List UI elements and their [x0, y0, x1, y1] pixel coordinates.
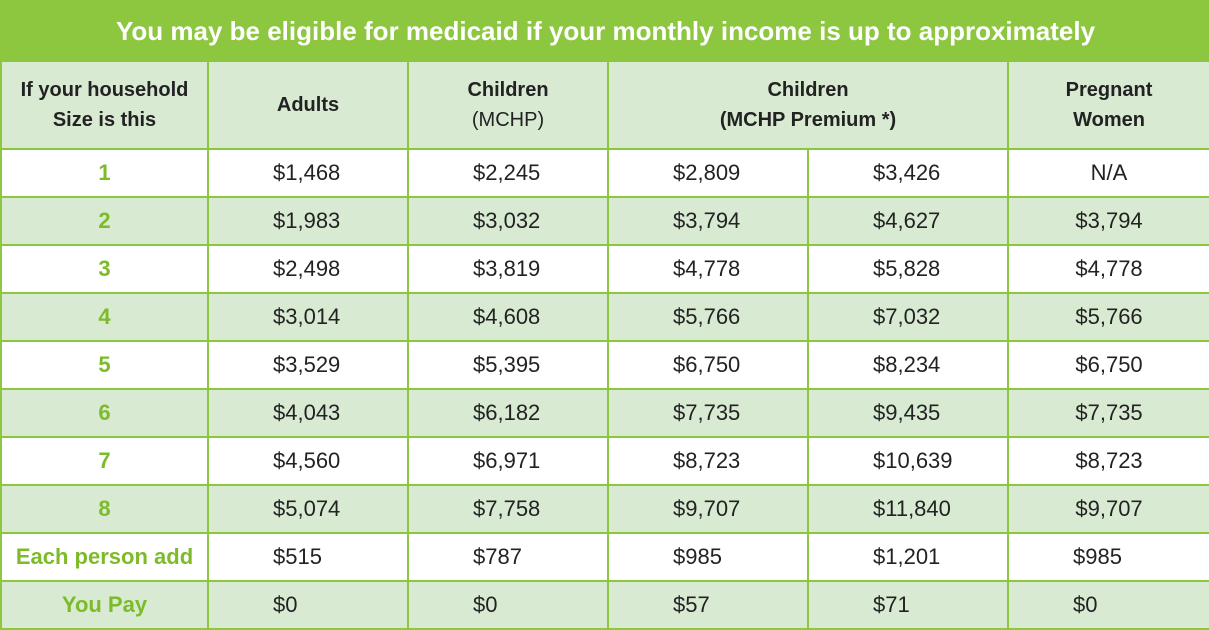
- children-premium-b-value: $4,627: [807, 196, 1009, 246]
- household-size: 2: [0, 196, 209, 246]
- children-premium-b-value: $8,234: [807, 340, 1009, 390]
- adults-value: $1,983: [207, 196, 409, 246]
- table-row: 3 $2,498 $3,819 $4,778 $5,828 $4,778: [0, 244, 1209, 294]
- adults-value: $3,529: [207, 340, 409, 390]
- children-premium-a-value: $985: [607, 532, 809, 582]
- children-premium-b-value: $10,639: [807, 436, 1009, 486]
- header-adults: Adults: [207, 60, 409, 150]
- children-premium-b-value: $1,201: [807, 532, 1009, 582]
- pregnant-value: $8,723: [1006, 436, 1209, 486]
- each-person-label: Each person add: [0, 532, 209, 582]
- pregnant-value: $985: [1006, 532, 1209, 582]
- children-value: $3,819: [407, 244, 609, 294]
- adults-value: $4,043: [207, 388, 409, 438]
- adults-value: $515: [207, 532, 409, 582]
- pregnant-value: $3,794: [1006, 196, 1209, 246]
- children-premium-a-value: $57: [607, 580, 809, 630]
- pregnant-value: $5,766: [1006, 292, 1209, 342]
- table-row: 5 $3,529 $5,395 $6,750 $8,234 $6,750: [0, 340, 1209, 390]
- children-premium-a-value: $3,794: [607, 196, 809, 246]
- pregnant-value: $4,778: [1006, 244, 1209, 294]
- children-premium-b-value: $11,840: [807, 484, 1009, 534]
- table-row: 4 $3,014 $4,608 $5,766 $7,032 $5,766: [0, 292, 1209, 342]
- children-value: $6,182: [407, 388, 609, 438]
- pregnant-value: $6,750: [1006, 340, 1209, 390]
- you-pay-label: You Pay: [0, 580, 209, 630]
- header-children: Children (MCHP): [407, 60, 609, 150]
- header-children-premium: Children (MCHP Premium *): [607, 60, 1009, 150]
- household-size: 8: [0, 484, 209, 534]
- children-premium-a-value: $5,766: [607, 292, 809, 342]
- children-premium-b-value: $9,435: [807, 388, 1009, 438]
- children-premium-a-value: $7,735: [607, 388, 809, 438]
- children-premium-b-value: $3,426: [807, 148, 1009, 198]
- household-size: 4: [0, 292, 209, 342]
- table-title: You may be eligible for medicaid if your…: [0, 0, 1209, 62]
- children-value: $7,758: [407, 484, 609, 534]
- children-premium-a-value: $8,723: [607, 436, 809, 486]
- each-person-row: Each person add $515 $787 $985 $1,201 $9…: [0, 532, 1209, 582]
- children-value: $787: [407, 532, 609, 582]
- children-value: $4,608: [407, 292, 609, 342]
- children-value: $3,032: [407, 196, 609, 246]
- adults-value: $4,560: [207, 436, 409, 486]
- adults-value: $0: [207, 580, 409, 630]
- table-row: 7 $4,560 $6,971 $8,723 $10,639 $8,723: [0, 436, 1209, 486]
- pregnant-value: $7,735: [1006, 388, 1209, 438]
- you-pay-row: You Pay $0 $0 $57 $71 $0: [0, 580, 1209, 630]
- household-size: 5: [0, 340, 209, 390]
- table-row: 2 $1,983 $3,032 $3,794 $4,627 $3,794: [0, 196, 1209, 246]
- children-premium-b-value: $7,032: [807, 292, 1009, 342]
- children-value: $6,971: [407, 436, 609, 486]
- household-size: 1: [0, 148, 209, 198]
- header-household-size: If your household Size is this: [0, 60, 209, 150]
- table-row: 8 $5,074 $7,758 $9,707 $11,840 $9,707: [0, 484, 1209, 534]
- household-size: 6: [0, 388, 209, 438]
- children-premium-a-value: $6,750: [607, 340, 809, 390]
- table-row: 6 $4,043 $6,182 $7,735 $9,435 $7,735: [0, 388, 1209, 438]
- header-pregnant-women: Pregnant Women: [1006, 60, 1209, 150]
- pregnant-value: $0: [1006, 580, 1209, 630]
- household-size: 7: [0, 436, 209, 486]
- children-value: $0: [407, 580, 609, 630]
- table-row: 1 $1,468 $2,245 $2,809 $3,426 N/A: [0, 148, 1209, 198]
- adults-value: $2,498: [207, 244, 409, 294]
- children-value: $5,395: [407, 340, 609, 390]
- children-premium-a-value: $2,809: [607, 148, 809, 198]
- children-value: $2,245: [407, 148, 609, 198]
- children-premium-a-value: $9,707: [607, 484, 809, 534]
- children-premium-a-value: $4,778: [607, 244, 809, 294]
- pregnant-value: $9,707: [1006, 484, 1209, 534]
- adults-value: $3,014: [207, 292, 409, 342]
- household-size: 3: [0, 244, 209, 294]
- children-premium-b-value: $5,828: [807, 244, 1009, 294]
- adults-value: $5,074: [207, 484, 409, 534]
- adults-value: $1,468: [207, 148, 409, 198]
- children-premium-b-value: $71: [807, 580, 1009, 630]
- pregnant-value: N/A: [1006, 148, 1209, 198]
